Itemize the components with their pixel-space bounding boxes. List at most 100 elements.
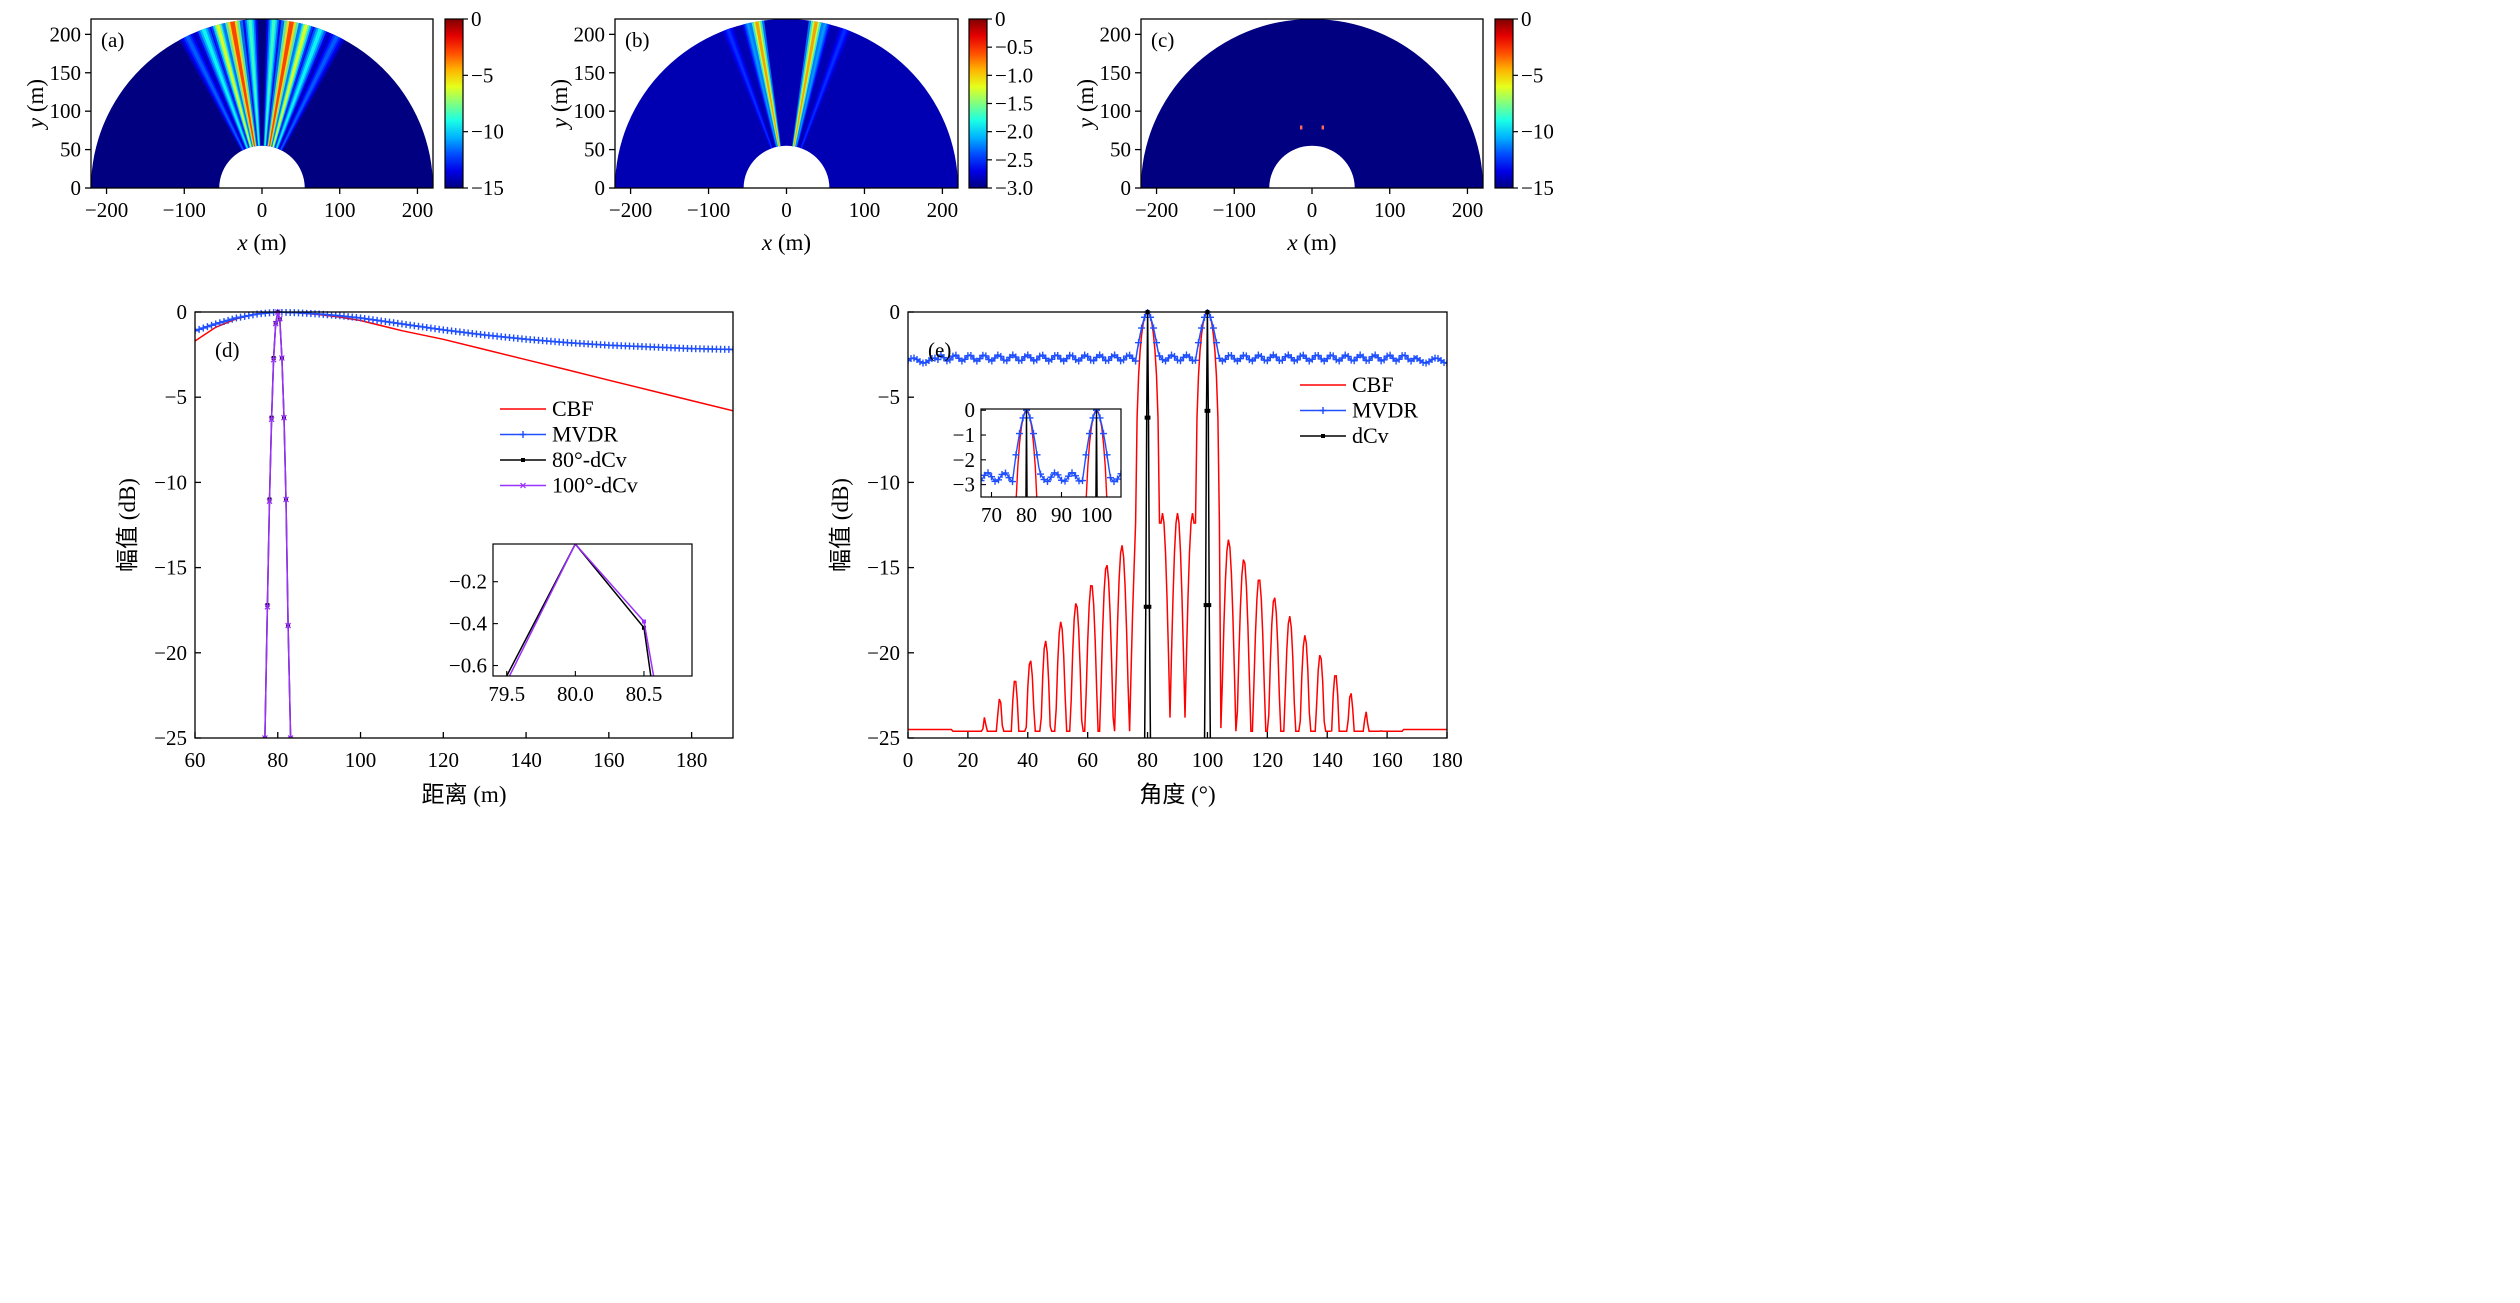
axes-frame xyxy=(194,311,734,739)
x-tick-label: 80 xyxy=(267,748,288,772)
beam-wedge xyxy=(268,19,296,147)
marker-x xyxy=(276,315,283,322)
x-tick-label: 0 xyxy=(257,198,268,222)
x-tick-label: 40 xyxy=(1017,748,1038,772)
marker-square xyxy=(641,619,646,624)
x-tick-label: 20 xyxy=(957,748,978,772)
panel-label: (e) xyxy=(928,338,951,362)
beam-wedge xyxy=(264,19,277,146)
series-line xyxy=(1143,311,1212,738)
marker-x xyxy=(268,416,275,423)
x-tick-label: 60 xyxy=(1077,748,1098,772)
inset-x-tick-label: 80.0 xyxy=(557,682,594,706)
x-tick-label: 80 xyxy=(1137,748,1158,772)
colorbar-tick-label: −3.0 xyxy=(995,176,1033,200)
inset-x-tick-label: 79.5 xyxy=(488,682,525,706)
panel-label: (a) xyxy=(101,28,124,52)
marker-x xyxy=(262,735,266,738)
inset-y-tick-label: 0 xyxy=(965,398,976,422)
inset-line xyxy=(506,544,652,676)
x-axis-label: x (m) xyxy=(761,230,811,255)
x-tick-label: −200 xyxy=(85,198,128,222)
legend-label: CBF xyxy=(1352,372,1394,397)
y-axis-var: y xyxy=(1073,117,1098,130)
y-axis-unit: (m) xyxy=(547,79,572,118)
heatmap-background xyxy=(91,19,433,188)
x-tick-label: −200 xyxy=(609,198,652,222)
x-tick-label: 0 xyxy=(903,748,914,772)
colorbar-tick-label: 0 xyxy=(995,7,1006,31)
heatmap-background xyxy=(1141,19,1483,188)
colorbar-tick-label: −5 xyxy=(471,63,493,87)
x-axis-var: x xyxy=(236,230,248,255)
x-tick-label: 60 xyxy=(185,748,206,772)
panel-label: (d) xyxy=(215,338,240,362)
y-axis-var: y xyxy=(23,117,48,130)
series-100°-dCv xyxy=(262,309,294,738)
inset-y-tick-label: −2 xyxy=(953,448,975,472)
heatmap-field xyxy=(1141,19,1483,188)
y-tick-label: 200 xyxy=(1100,22,1132,46)
beam-wedge xyxy=(213,19,252,148)
y-axis-unit: (m) xyxy=(1073,79,1098,118)
x-tick-label: 100 xyxy=(1192,748,1224,772)
y-tick-label: 150 xyxy=(574,61,606,85)
marker-square xyxy=(1321,434,1325,438)
inset-line xyxy=(508,544,655,676)
marker-square xyxy=(641,625,646,630)
x-tick-label: 0 xyxy=(1307,198,1318,222)
legend-label: CBF xyxy=(552,396,594,421)
x-tick-label: 120 xyxy=(1252,748,1284,772)
x-axis-label: x (m) xyxy=(1286,230,1336,255)
line-panel-e: 0 20 40 60 80 100 120 140 160 1800−5−10−15−20−25(… xyxy=(828,300,1463,807)
y-tick-label: 50 xyxy=(584,138,605,162)
inset: 70 80 90 100 0−1−2−3 xyxy=(953,398,1122,527)
beam-wedge xyxy=(280,27,343,151)
line-panel-d: 60 80 100 120 140 160 180 0 −5 −10 −15 −20 −25 (d) 距离 … xyxy=(115,300,734,807)
y-tick-label: −15 xyxy=(154,556,187,580)
legend-label: 80°-dCv xyxy=(552,447,627,472)
y-tick-label: −15 xyxy=(867,556,900,580)
beam-wedge xyxy=(198,20,248,149)
y-tick-label: −25 xyxy=(154,726,187,750)
colorbar-tick-label: 0 xyxy=(471,7,482,31)
beam-wedge xyxy=(753,19,780,147)
legend-label: dCv xyxy=(1352,423,1389,448)
panel-label: (b) xyxy=(625,28,650,52)
marker-x xyxy=(264,603,271,610)
y-tick-label: 150 xyxy=(50,61,82,85)
inset-bg xyxy=(981,409,1121,497)
y-tick-label: −10 xyxy=(154,470,187,494)
marker-x xyxy=(264,735,268,738)
x-tick-label: 100 xyxy=(345,748,377,772)
y-tick-label: 200 xyxy=(574,22,606,46)
colorbar xyxy=(1494,18,1514,189)
y-axis-unit: (m) xyxy=(23,79,48,118)
inset-x-tick-label: 80 xyxy=(1016,503,1037,527)
series-MVDR xyxy=(195,309,733,353)
x-tick-label: 160 xyxy=(593,748,625,772)
y-tick-label: 0 xyxy=(890,300,901,324)
colorbar-tick-label: −1.0 xyxy=(995,63,1033,87)
beam-wedge xyxy=(272,19,311,148)
y-tick-label: −5 xyxy=(165,385,187,409)
y-axis-label: y (m) xyxy=(547,79,572,130)
colorbar-tick-label: −1.5 xyxy=(995,92,1033,116)
x-tick-label: 140 xyxy=(1311,748,1343,772)
x-tick-label: 0 xyxy=(781,198,792,222)
marker-x xyxy=(266,498,273,505)
inset-y-tick-label: −0.2 xyxy=(449,570,487,594)
beam-wedge xyxy=(795,19,829,147)
x-axis-unit: (m) xyxy=(248,230,287,255)
legend-label: MVDR xyxy=(552,422,618,447)
beam-wedge xyxy=(181,27,244,151)
y-axis-label: 幅值 (dB) xyxy=(828,478,853,572)
marker-square xyxy=(1147,604,1152,609)
inset-plot xyxy=(506,544,655,676)
x-tick-label: 200 xyxy=(402,198,434,222)
beam-wedge xyxy=(800,20,850,149)
x-tick-label: 180 xyxy=(1431,748,1463,772)
y-tick-label: 100 xyxy=(50,99,82,123)
y-axis-label: y (m) xyxy=(1073,79,1098,130)
